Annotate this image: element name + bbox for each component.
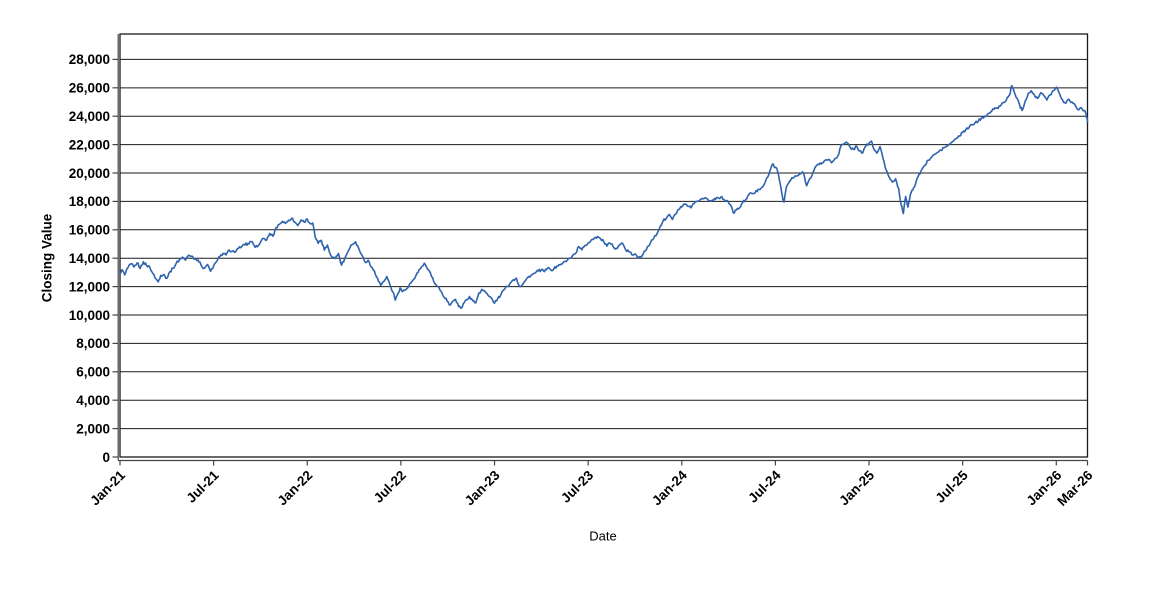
y-tick-label: 28,000 <box>69 52 110 67</box>
x-tick-label: Jul-21 <box>184 467 223 506</box>
x-tick-label: Mar-26 <box>1054 467 1096 509</box>
x-tick-label: Jan-22 <box>275 468 316 509</box>
y-tick-label: 4,000 <box>76 393 110 408</box>
x-tick-label: Jan-25 <box>836 467 877 508</box>
y-tick-label: 20,000 <box>69 166 110 181</box>
y-tick-label: 18,000 <box>69 194 110 209</box>
x-tick-label: Jan-24 <box>649 467 690 508</box>
y-tick-label: 24,000 <box>69 109 110 124</box>
y-axis-title: Closing Value <box>39 213 55 303</box>
x-tick-label: Jul-23 <box>558 467 597 506</box>
x-tick-label: Jan-23 <box>462 467 503 508</box>
y-tick-label: 0 <box>102 450 110 465</box>
y-tick-label: 12,000 <box>69 279 110 294</box>
y-tick-label: 8,000 <box>76 336 110 351</box>
y-tick-label: 6,000 <box>76 365 110 380</box>
x-tick-label: Jul-22 <box>371 468 409 506</box>
plot-border <box>119 33 1089 458</box>
y-tick-label: 10,000 <box>69 308 110 323</box>
y-tick-label: 16,000 <box>69 223 110 238</box>
y-tick-label: 26,000 <box>69 81 110 96</box>
y-tick-label: 22,000 <box>69 137 110 152</box>
x-tick-label: Jul-24 <box>745 467 784 506</box>
y-tick-label: 14,000 <box>69 251 110 266</box>
y-tick-label: 2,000 <box>76 421 110 436</box>
closing-value-series-line <box>119 84 1089 310</box>
x-axis-title: Date <box>589 528 617 544</box>
x-tick-label: Jul-25 <box>933 467 972 506</box>
x-tick-label: Jan-21 <box>87 467 128 508</box>
